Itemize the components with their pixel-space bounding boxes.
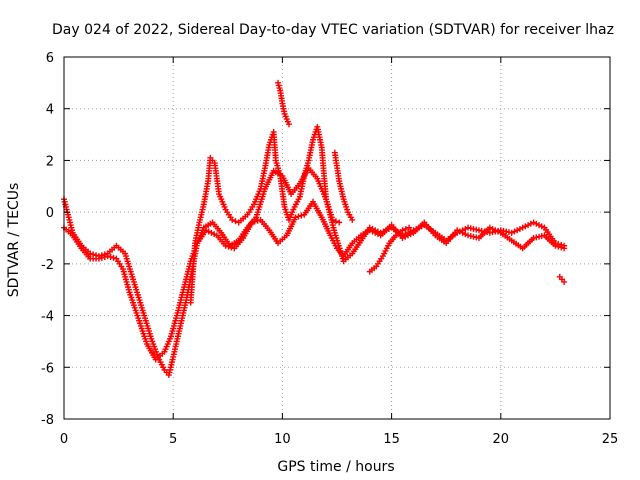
data-point xyxy=(486,224,493,231)
x-tick-label: 20 xyxy=(493,432,510,447)
data-marker xyxy=(251,218,258,225)
data-marker xyxy=(332,218,339,225)
data-marker xyxy=(462,231,469,238)
data-marker xyxy=(295,213,302,220)
data-marker xyxy=(101,253,108,260)
data-point xyxy=(406,224,413,231)
data-marker xyxy=(208,229,215,236)
series-track-g xyxy=(556,273,568,285)
data-point xyxy=(561,278,568,285)
data-marker xyxy=(456,228,463,235)
data-marker xyxy=(462,225,469,232)
series-track-f xyxy=(366,224,413,275)
data-marker xyxy=(536,222,543,229)
y-axis-label: SDTVAR / TECUs xyxy=(6,183,22,298)
y-tick-label: -2 xyxy=(41,258,54,273)
data-marker xyxy=(558,244,565,251)
data-point xyxy=(366,227,373,234)
data-marker xyxy=(228,244,235,251)
x-tick-label: 5 xyxy=(169,432,177,447)
data-marker xyxy=(525,222,532,229)
data-marker xyxy=(489,225,496,232)
y-tick-label: 0 xyxy=(46,206,54,221)
data-marker xyxy=(404,232,411,239)
data-marker xyxy=(555,243,562,250)
data-marker xyxy=(110,254,117,261)
data-point xyxy=(399,227,406,234)
data-marker xyxy=(298,212,305,219)
series-track-e xyxy=(331,149,356,223)
y-tick-label: -4 xyxy=(41,310,54,325)
data-point xyxy=(519,224,526,231)
data-marker xyxy=(495,228,502,235)
data-marker xyxy=(225,243,232,250)
data-marker xyxy=(402,233,409,240)
y-tick-label: -6 xyxy=(41,361,54,376)
series-layer xyxy=(61,79,568,379)
data-point xyxy=(329,216,336,223)
data-marker xyxy=(511,228,518,235)
data-point xyxy=(222,242,229,249)
data-marker xyxy=(402,225,409,232)
data-point xyxy=(202,227,209,234)
data-marker xyxy=(492,227,499,234)
axis-ticks: 0 5 10 15 20 25 -8 -6 -4 -2 0 2 4 6 xyxy=(41,51,618,447)
y-tick-label: -8 xyxy=(41,413,54,428)
data-marker xyxy=(527,220,534,227)
data-point xyxy=(552,242,559,249)
data-marker xyxy=(514,227,521,234)
data-point xyxy=(248,219,255,226)
series-track-a xyxy=(61,165,568,379)
data-point xyxy=(336,219,343,226)
data-point xyxy=(229,216,236,223)
x-tick-label: 10 xyxy=(274,432,291,447)
data-marker xyxy=(232,218,239,225)
y-tick-label: 2 xyxy=(46,154,54,169)
data-point xyxy=(508,229,515,236)
x-tick-label: 25 xyxy=(602,432,619,447)
y-tick-label: 6 xyxy=(46,51,54,66)
chart-title: Day 024 of 2022, Sidereal Day-to-day VTE… xyxy=(52,22,614,38)
x-tick-label: 15 xyxy=(383,432,400,447)
data-point xyxy=(95,255,102,262)
plot-frame xyxy=(63,56,611,420)
data-point xyxy=(561,245,568,252)
data-point xyxy=(104,253,111,260)
data-marker xyxy=(459,229,466,236)
data-marker xyxy=(98,254,105,261)
series-track-b xyxy=(61,198,568,363)
x-tick-label: 0 xyxy=(60,432,68,447)
y-tick-label: 4 xyxy=(46,103,54,118)
data-marker xyxy=(516,225,523,232)
x-axis-label: GPS time / hours xyxy=(277,459,394,475)
series-track-d xyxy=(275,79,292,128)
data-marker xyxy=(533,220,540,227)
data-marker xyxy=(211,231,218,238)
data-marker xyxy=(369,228,376,235)
data-marker xyxy=(538,223,545,230)
data-point xyxy=(454,227,461,234)
data-point xyxy=(285,121,292,128)
data-point xyxy=(87,250,94,257)
series-track-c xyxy=(187,123,343,306)
data-marker xyxy=(372,229,379,236)
data-marker xyxy=(205,228,212,235)
data-point xyxy=(292,214,299,221)
data-point xyxy=(399,235,406,241)
data-marker xyxy=(254,217,261,224)
data-marker xyxy=(522,223,529,230)
data-point xyxy=(349,216,356,223)
data-point xyxy=(530,219,537,226)
data-marker xyxy=(107,253,114,260)
data-marker xyxy=(407,231,414,238)
